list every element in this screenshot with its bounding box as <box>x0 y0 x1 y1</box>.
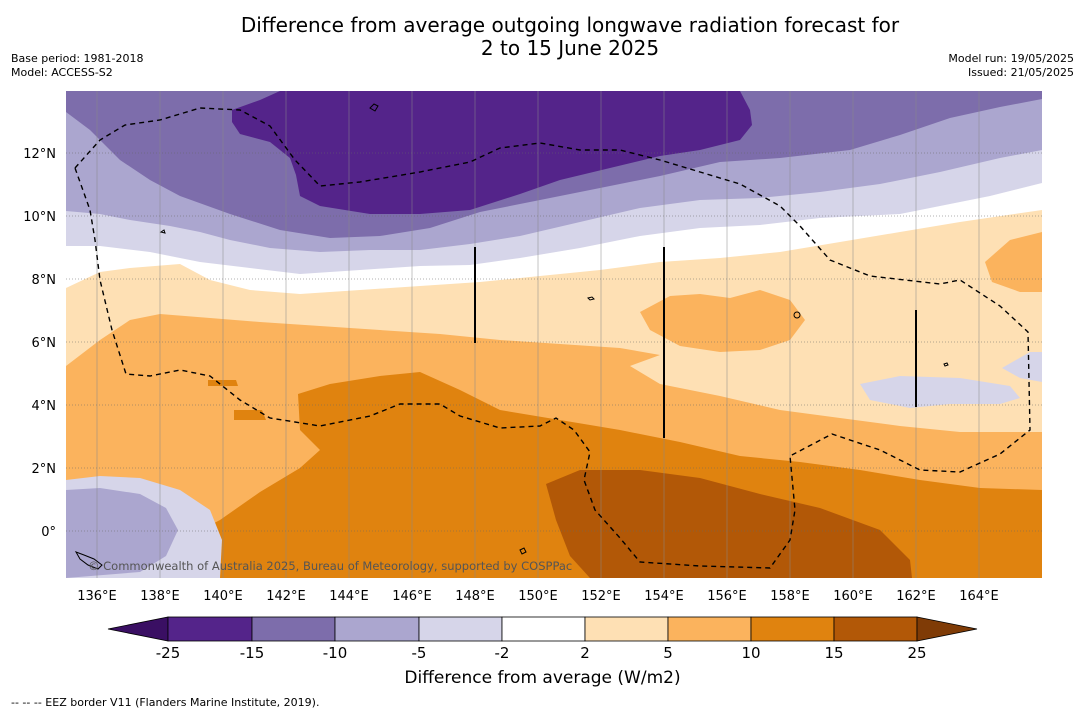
colorbar-tick-label: 2 <box>580 644 590 662</box>
lon-axis: 136°E 138°E 140°E 142°E 144°E 146°E 148°… <box>77 589 999 604</box>
colorbar-segment <box>251 616 336 642</box>
lon-label: 160°E <box>833 589 873 604</box>
island-outlines <box>74 103 949 570</box>
band-pos15-main <box>546 470 912 578</box>
band-neg5-east <box>860 376 1020 408</box>
lon-label: 148°E <box>455 589 495 604</box>
lon-label: 154°E <box>644 589 684 604</box>
lat-label: 6°N <box>32 336 57 351</box>
colorbar-segment <box>667 616 752 642</box>
issued-date: Issued: 21/05/2025 <box>967 66 1074 79</box>
lat-label: 4°N <box>32 399 57 414</box>
colorbar-segment <box>750 616 835 642</box>
eez-border <box>74 107 1031 569</box>
lat-label: 12°N <box>23 147 56 162</box>
colorbar-tick-label: -2 <box>495 644 510 662</box>
colorbar-segment <box>584 616 669 642</box>
lon-label: 150°E <box>518 589 558 604</box>
lon-label: 146°E <box>392 589 432 604</box>
colorbar-tick-label: 5 <box>663 644 673 662</box>
colorbar-tick-label: -25 <box>156 644 181 662</box>
title-line-2: 2 to 15 June 2025 <box>480 36 660 60</box>
chart-title: Difference from average outgoing longwav… <box>0 14 1085 60</box>
colorbar-tick-label: 15 <box>824 644 843 662</box>
colorbar-ticks: -25 -15 -10 -5 -2 2 5 10 15 25 <box>156 644 927 662</box>
copyright-text: © Commonwealth of Australia 2025, Bureau… <box>88 559 572 573</box>
lon-label: 164°E <box>959 589 999 604</box>
map-field: © Commonwealth of Australia 2025, Bureau… <box>66 91 1042 578</box>
meta-right: Model run: 19/05/2025 Issued: 21/05/2025 <box>948 52 1074 80</box>
colorbar-tick-label: -10 <box>323 644 348 662</box>
base-period: Base period: 1981-2018 <box>11 52 144 65</box>
lon-label: 136°E <box>77 589 117 604</box>
lon-label: 140°E <box>203 589 243 604</box>
colorbar-segment <box>167 616 253 642</box>
lon-label: 158°E <box>770 589 810 604</box>
lon-label: 142°E <box>266 589 306 604</box>
model-run: Model run: 19/05/2025 <box>948 52 1074 65</box>
lon-label: 144°E <box>329 589 369 604</box>
colorbar-segment <box>418 616 503 642</box>
colorbar: -25 -15 -10 -5 -2 2 5 10 15 25 <box>107 616 978 662</box>
colorbar-min-arrow <box>107 616 169 642</box>
model-name: Model: ACCESS-S2 <box>11 66 113 79</box>
colorbar-segment <box>501 616 586 642</box>
colorbar-segment <box>334 616 420 642</box>
grid-lines <box>66 152 1042 532</box>
eez-footnote: -- -- -- EEZ border V11 (Flanders Marine… <box>11 696 320 709</box>
colorbar-tick-label: 10 <box>741 644 760 662</box>
lon-label: 162°E <box>896 589 936 604</box>
band-neg5-far-east <box>1002 352 1042 382</box>
colorbar-max-arrow <box>916 616 978 642</box>
lat-label: 0° <box>41 525 56 540</box>
lat-label: 10°N <box>23 210 56 225</box>
title-line-1: Difference from average outgoing longwav… <box>240 13 900 37</box>
lon-label: 152°E <box>581 589 621 604</box>
band-pos10-west-patch-2 <box>234 410 266 420</box>
colorbar-label: Difference from average (W/m2) <box>404 668 681 688</box>
lat-label: 2°N <box>32 462 57 477</box>
transect-bars <box>474 247 917 438</box>
colorbar-tick-label: -5 <box>412 644 427 662</box>
lat-label: 8°N <box>32 273 57 288</box>
meta-left: Base period: 1981-2018 Model: ACCESS-S2 <box>11 52 143 80</box>
lat-axis: 12°N 10°N 8°N 6°N 4°N 2°N 0° <box>23 147 56 540</box>
lon-label: 156°E <box>707 589 747 604</box>
colorbar-tick-label: -15 <box>240 644 265 662</box>
lon-label: 138°E <box>140 589 180 604</box>
band-pos5-central-patch <box>640 290 805 352</box>
colorbar-segment <box>833 616 918 642</box>
colorbar-tick-label: 25 <box>907 644 926 662</box>
band-pos5-east-patch <box>985 232 1042 292</box>
band-neg10-southwest <box>66 488 178 578</box>
